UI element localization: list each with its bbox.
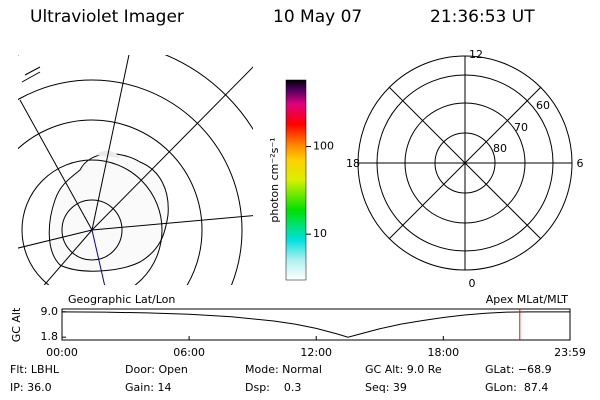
mlt-label: 6 <box>577 157 584 170</box>
status-field: Seq: 39 <box>365 381 407 394</box>
x-tick-label: 06:00 <box>173 346 205 359</box>
date: 10 May 07 <box>273 7 362 27</box>
gc-alt-line <box>61 311 570 338</box>
mlt-label: 0 <box>469 277 476 290</box>
y-tick-label: 9.0 <box>41 305 59 318</box>
status-field: GLat: −68.9 <box>485 363 552 376</box>
x-tick-label: 18:00 <box>427 346 459 359</box>
status-field: Flt: LBHL <box>10 363 60 376</box>
colorbar <box>285 79 307 281</box>
mlt-label: 18 <box>346 157 360 170</box>
colorbar-tick-label: 10 <box>313 227 327 240</box>
status-field: Mode: Normal <box>245 363 322 376</box>
mlt-label: 12 <box>469 48 483 61</box>
plot-frame <box>61 308 571 341</box>
status-field: Dsp: 0.3 <box>245 381 301 394</box>
colorbar-tick-label: 100 <box>313 140 334 153</box>
y-tick-label: 1.8 <box>41 330 59 343</box>
lat-label: 80 <box>493 142 507 155</box>
status-field: IP: 36.0 <box>10 381 52 394</box>
polar-label: Apex MLat/MLT <box>486 293 569 306</box>
geo-map <box>18 55 253 285</box>
x-tick-label: 23:59 <box>554 346 586 359</box>
title: Ultraviolet Imager <box>30 7 184 27</box>
y-axis-label: GC Alt <box>10 307 23 342</box>
status-field: Gain: 14 <box>125 381 172 394</box>
colorbar-label: photon cm⁻²s⁻¹ <box>268 137 281 222</box>
x-tick-label: 12:00 <box>300 346 332 359</box>
lat-label: 70 <box>514 121 528 134</box>
status-field: GC Alt: 9.0 Re <box>365 363 442 376</box>
polar-grid <box>357 55 573 271</box>
x-tick-label: 00:00 <box>46 346 78 359</box>
status-field: GLon: 87.4 <box>485 381 548 394</box>
lat-label: 60 <box>536 99 550 112</box>
time: 21:36:53 UT <box>430 7 535 27</box>
map-label: Geographic Lat/Lon <box>68 293 175 306</box>
status-field: Door: Open <box>125 363 188 376</box>
